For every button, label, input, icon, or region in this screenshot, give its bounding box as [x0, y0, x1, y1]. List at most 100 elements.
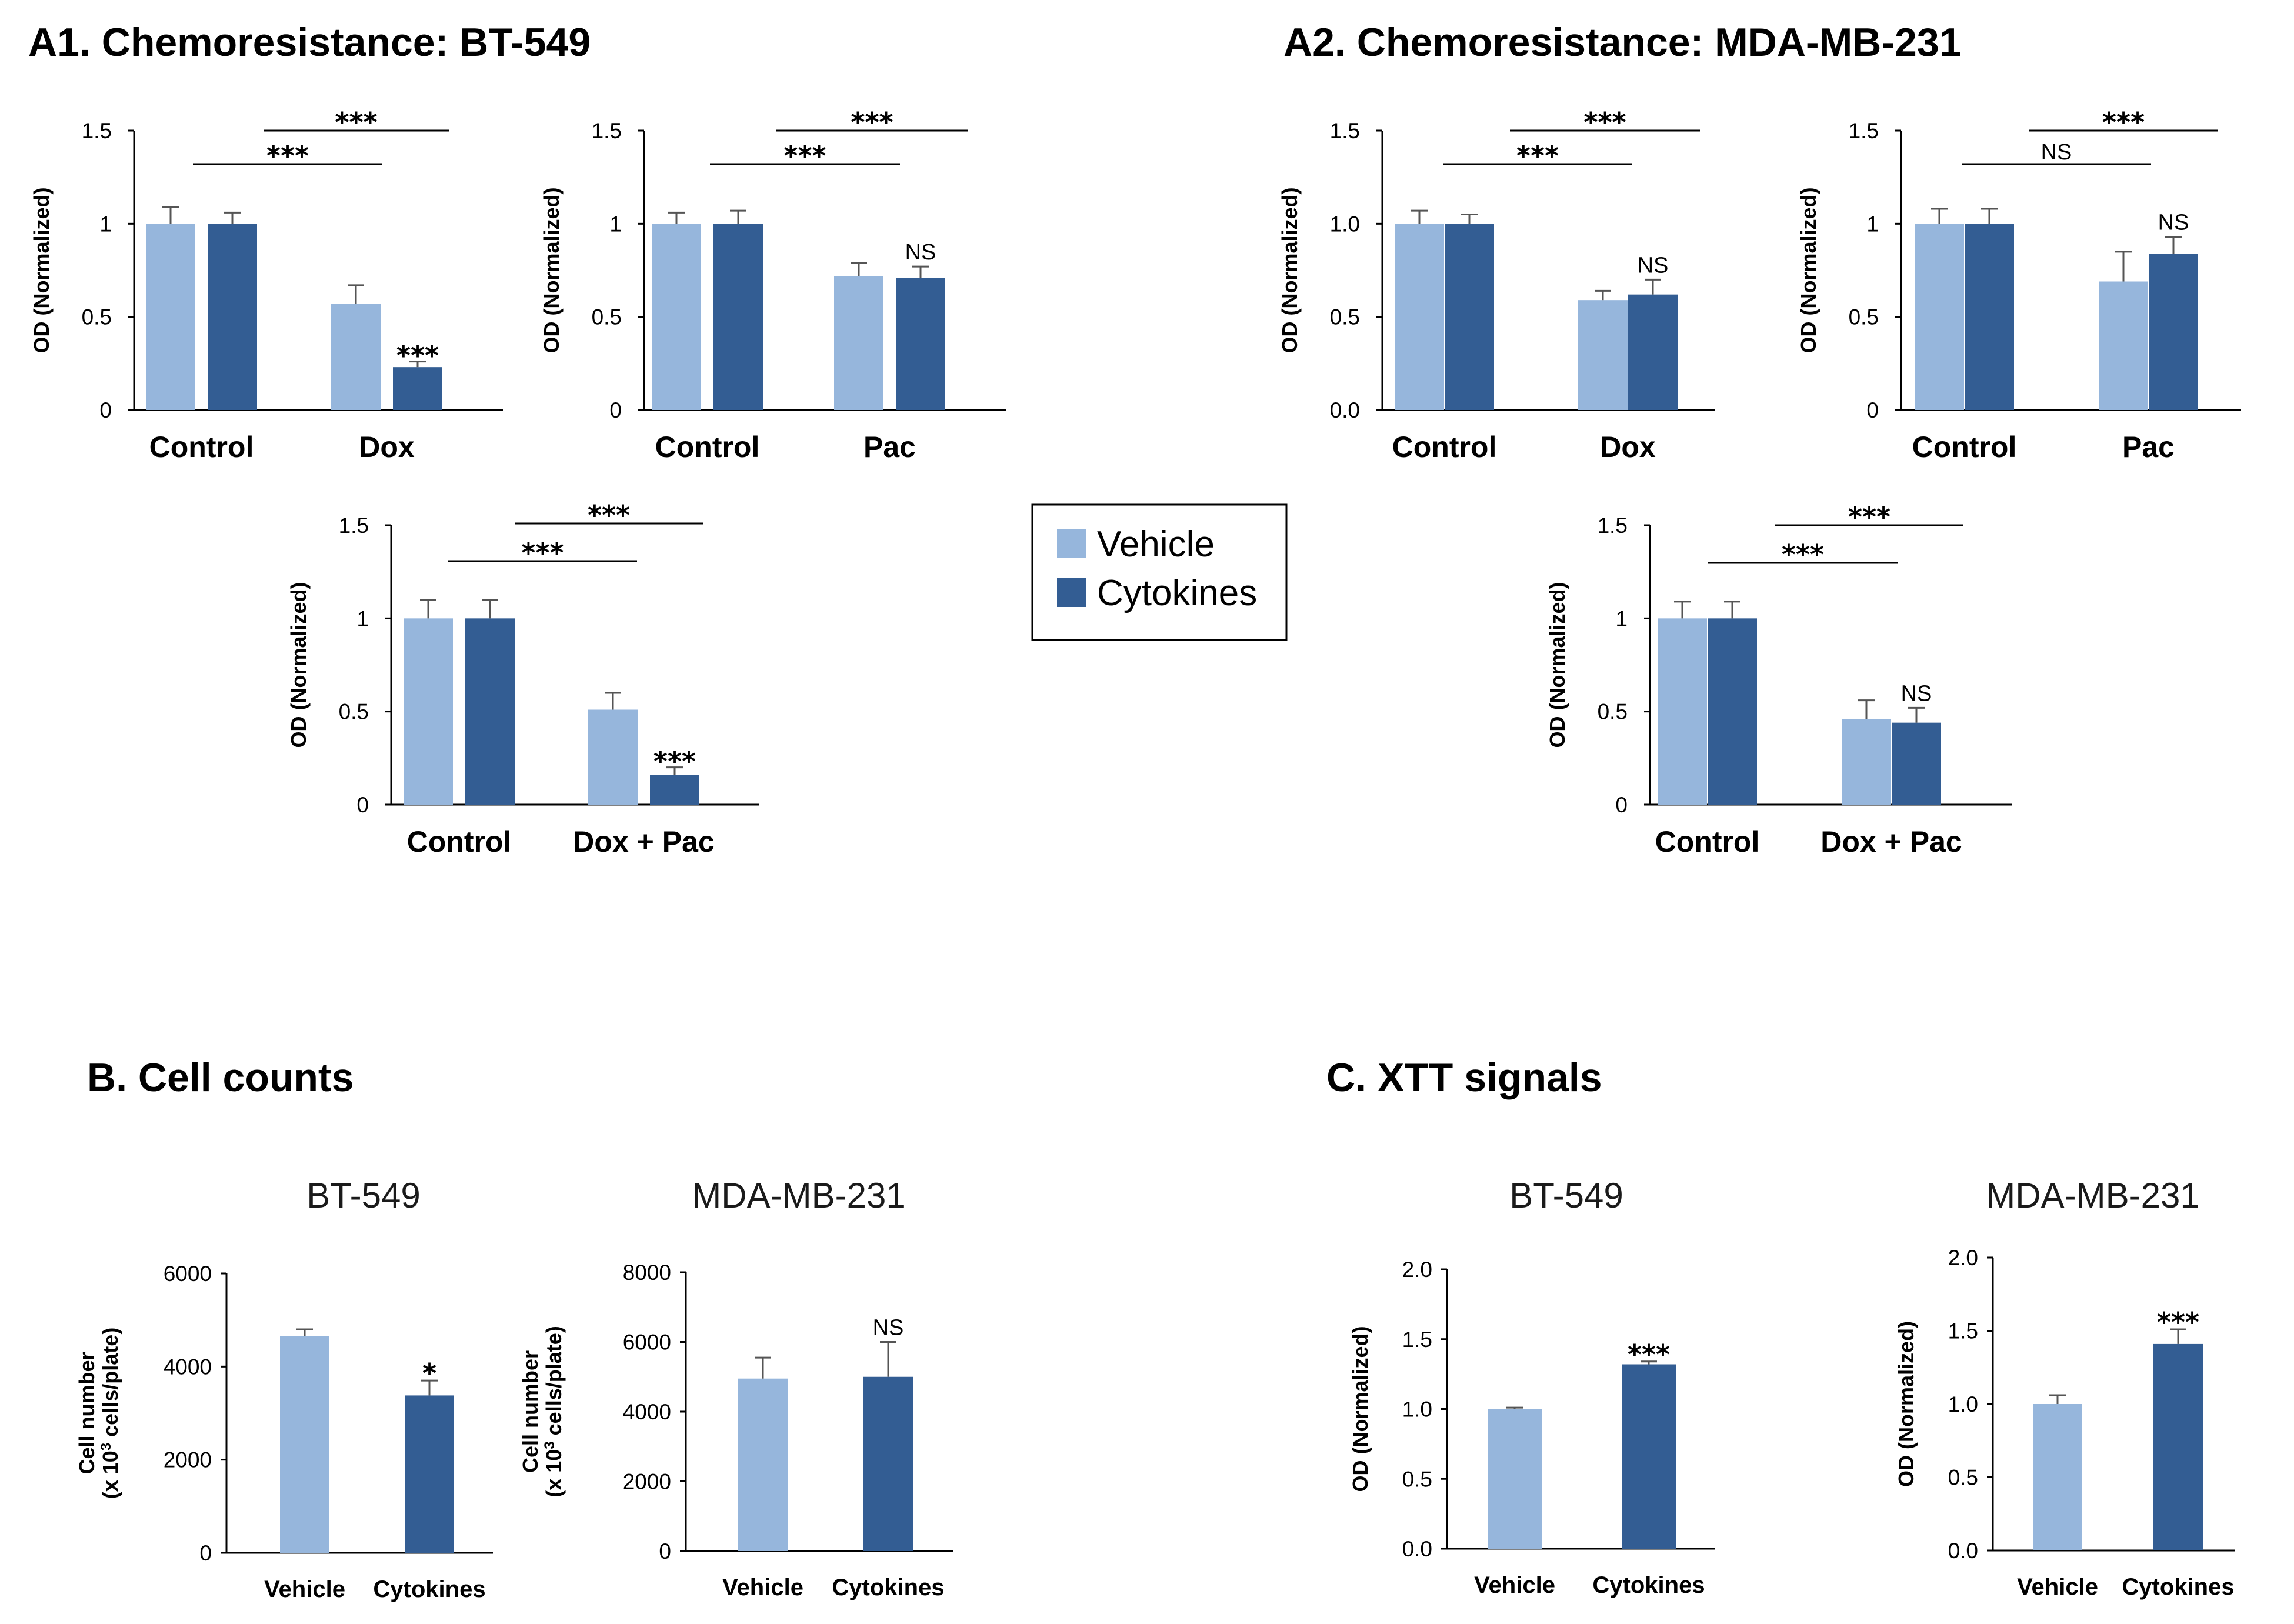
y-axis-label: OD (Normalized)	[29, 187, 54, 353]
significance-label: ***	[1628, 1339, 1670, 1370]
y-axis-label: OD (Normalized)	[286, 582, 311, 748]
bar-control-cytokines	[1708, 618, 1757, 805]
bar-vehicle	[280, 1336, 329, 1553]
category-label: Dox	[359, 431, 415, 463]
significance-label: NS	[1901, 681, 1932, 706]
y-tick-label: 6000	[164, 1262, 212, 1286]
bar-dox-cytokines	[1628, 294, 1678, 410]
y-tick-label: 1	[1615, 606, 1628, 631]
y-tick-label: 0	[1615, 793, 1628, 817]
bar-control-vehicle	[146, 224, 195, 410]
y-tick-label: 0.0	[1948, 1539, 1978, 1563]
y-tick-label: 0.5	[1948, 1466, 1978, 1490]
significance-label: NS	[1638, 253, 1669, 278]
chart-b_bt549: BT-549 0 2000 4000 6000 Cell number(x 103 cel…	[75, 1176, 493, 1602]
y-tick-label: 8000	[623, 1260, 671, 1285]
bar-pac-cytokines	[896, 278, 945, 410]
bar-control-vehicle	[1915, 224, 1964, 410]
bar-control-cytokines	[1965, 224, 2014, 410]
y-tick-label: 6000	[623, 1330, 671, 1355]
y-tick-label: 0	[356, 793, 369, 817]
y-tick-label: 0.5	[82, 305, 112, 329]
bar-control-vehicle	[652, 224, 701, 410]
chart-a2_doxpac: 0 0.5 1 1.5 OD (Normalized) Control Dox + Pac N…	[1545, 501, 2012, 858]
bar-control-cytokines	[1445, 224, 1494, 410]
section-title-b: B. Cell counts	[87, 1055, 354, 1100]
charts-layer: 0 0.5 1 1.5 OD (Normalized) Control Dox *** *** *…	[29, 106, 2241, 1602]
chart-c_bt549: BT-549 0.0 0.5 1.0 1.5 2.0 OD (Normalized) Vehi…	[1348, 1176, 1715, 1598]
y-tick-label: 1.5	[1948, 1319, 1978, 1343]
bar-cytokines	[2153, 1343, 2203, 1550]
y-tick-label: 1.5	[82, 119, 112, 143]
category-label: Control	[149, 431, 254, 463]
y-tick-label: 0.5	[1598, 700, 1628, 724]
category-label: Cytokines	[2122, 1574, 2234, 1600]
bracket-significance-label: ***	[1848, 501, 1890, 533]
y-tick-label: 1.5	[1330, 119, 1360, 143]
legend-swatch-vehicle	[1057, 529, 1086, 558]
category-label: Dox	[1600, 431, 1656, 463]
y-tick-label: 2000	[623, 1470, 671, 1494]
bar-dox-pac-cytokines	[650, 775, 699, 805]
chart-title: BT-549	[1509, 1176, 1623, 1215]
bar-control-cytokines	[713, 224, 763, 410]
bar-dox-vehicle	[331, 304, 381, 410]
category-label: Control	[655, 431, 760, 463]
y-axis-label: OD (Normalized)	[1278, 187, 1302, 353]
category-label: Cytokines	[832, 1575, 944, 1600]
significance-label: ***	[653, 746, 696, 778]
y-axis-label-units: (x 103 cells/plate)	[98, 1328, 122, 1499]
y-tick-label: 0	[199, 1541, 212, 1565]
y-tick-label: 1	[356, 606, 369, 631]
bar-pac-cytokines	[2149, 254, 2198, 410]
y-axis-units-superscript: 3	[98, 1443, 114, 1450]
y-tick-label: 1.5	[1402, 1328, 1432, 1352]
category-label: Dox + Pac	[1820, 825, 1962, 858]
bracket-significance-label: ***	[1583, 106, 1626, 138]
chart-b_mda: MDA-MB-231 0 2000 4000 6000 8000 Cell number(x…	[518, 1176, 953, 1600]
section-title-a2: A2. Chemoresistance: MDA-MB-231	[1283, 20, 1962, 65]
bar-vehicle	[2033, 1404, 2082, 1550]
category-label: Cytokines	[373, 1576, 485, 1602]
y-axis-units-prefix: (x 10	[542, 1449, 566, 1498]
category-label: Cytokines	[1592, 1572, 1705, 1598]
y-tick-label: 0.5	[1849, 305, 1879, 329]
legend-label-cytokines: Cytokines	[1097, 573, 1257, 613]
bar-cytokines	[863, 1376, 913, 1551]
chart-a1_doxpac: 0 0.5 1 1.5 OD (Normalized) Control Dox + Pac *…	[286, 499, 759, 858]
y-tick-label: 0.5	[339, 700, 369, 724]
bar-cytokines	[405, 1395, 454, 1553]
category-label: Vehicle	[1474, 1572, 1555, 1598]
y-tick-label: 0.5	[1402, 1467, 1432, 1491]
chart-title: MDA-MB-231	[1986, 1176, 2199, 1215]
bar-dox-vehicle	[1578, 300, 1628, 410]
bracket-significance-label: ***	[783, 140, 826, 172]
y-tick-label: 2.0	[1402, 1258, 1432, 1282]
y-axis-label: OD (Normalized)	[1348, 1326, 1372, 1492]
bracket-significance-label: ***	[521, 537, 564, 569]
bar-dox-pac-vehicle	[588, 709, 638, 805]
category-label: Vehicle	[722, 1575, 803, 1600]
legend-box	[1031, 503, 1288, 641]
y-axis-label-units: (x 103 cells/plate)	[542, 1326, 566, 1498]
bracket-significance-label: ***	[266, 140, 309, 172]
chart-c_mda: MDA-MB-231 0.0 0.5 1.0 1.5 2.0 OD (Normalized)…	[1894, 1176, 2235, 1600]
chart-title: MDA-MB-231	[692, 1176, 905, 1215]
chart-a2_pac: 0 0.5 1 1.5 OD (Normalized) Control Pac NS *** NS	[1796, 106, 2241, 463]
chart-a1_dox: 0 0.5 1 1.5 OD (Normalized) Control Dox *** *** *…	[29, 106, 503, 463]
bar-control-cytokines	[208, 224, 257, 410]
bracket-significance-label: ***	[851, 106, 893, 138]
category-label: Vehicle	[264, 1576, 345, 1602]
bar-pac-vehicle	[2099, 281, 2148, 410]
y-tick-label: 1.0	[1402, 1398, 1432, 1422]
bar-vehicle	[738, 1378, 788, 1551]
category-label: Control	[1655, 825, 1760, 858]
y-tick-label: 0	[659, 1539, 671, 1563]
y-tick-label: 4000	[164, 1355, 212, 1379]
significance-label: NS	[2158, 211, 2189, 235]
y-tick-label: 0.5	[592, 305, 622, 329]
y-tick-label: 0.0	[1402, 1537, 1432, 1561]
y-tick-label: 1.5	[1849, 119, 1879, 143]
bar-control-vehicle	[1395, 224, 1444, 410]
section-title-a1: A1. Chemoresistance: BT-549	[28, 20, 591, 65]
